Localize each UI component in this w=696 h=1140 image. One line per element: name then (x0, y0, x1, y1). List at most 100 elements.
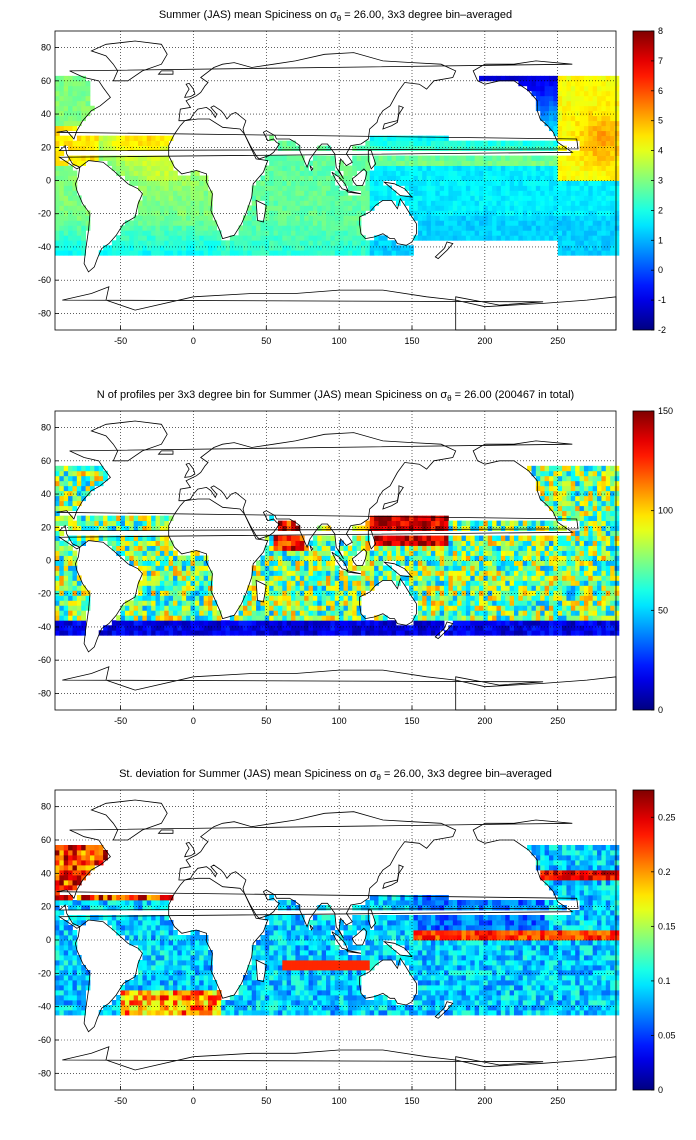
heatmap-cell (435, 600, 441, 606)
heatmap-cell (203, 245, 209, 251)
heatmap-cell (146, 240, 152, 246)
heatmap-cell (173, 205, 178, 211)
heatmap-cell (610, 130, 615, 137)
heatmap-cell (583, 85, 589, 92)
heatmap-cell (579, 575, 585, 581)
heatmap-cell (518, 580, 524, 586)
heatmap-cell (138, 545, 143, 551)
heatmap-cell (452, 230, 458, 236)
heatmap-cell (597, 145, 602, 151)
heatmap-cell (544, 165, 550, 171)
heatmap-cell (264, 630, 270, 636)
heatmap-cell (247, 210, 253, 216)
heatmap-cell (194, 600, 200, 606)
heatmap-cell (138, 535, 143, 541)
heatmap-cell (514, 610, 519, 616)
heatmap-cell (535, 210, 541, 216)
heatmap-cell (588, 85, 594, 92)
heatmap-cell (483, 580, 489, 586)
heatmap-cell (413, 625, 419, 631)
heatmap-cell (330, 560, 336, 566)
heatmap-cell (461, 630, 467, 636)
heatmap-cell (321, 205, 327, 211)
heatmap-cell (168, 550, 174, 556)
heatmap-cell (295, 580, 301, 586)
heatmap-cell (579, 160, 585, 166)
heatmap-cell (391, 555, 397, 561)
heatmap-cell (575, 220, 580, 226)
heatmap-cell (68, 470, 73, 477)
heatmap-cell (59, 95, 65, 102)
heatmap-cell (269, 160, 274, 166)
heatmap-cell (55, 135, 60, 142)
heatmap-cell (487, 185, 493, 191)
heatmap-cell (116, 515, 121, 522)
heatmap-cell (264, 605, 270, 611)
heatmap-cell (553, 510, 559, 517)
heatmap-cell (509, 540, 515, 546)
heatmap-cell (588, 210, 594, 216)
heatmap-cell (479, 610, 484, 616)
heatmap-cell (146, 210, 152, 216)
heatmap-cell (282, 145, 288, 151)
heatmap-cell (457, 605, 462, 611)
heatmap-cell (579, 520, 585, 527)
heatmap-cell (557, 470, 563, 477)
heatmap-cell (168, 600, 174, 606)
heatmap-cell (465, 195, 471, 201)
heatmap-cell (509, 560, 515, 566)
heatmap-cell (317, 190, 323, 196)
heatmap-cell (479, 165, 484, 171)
heatmap-cell (500, 155, 506, 161)
heatmap-cell (579, 495, 585, 502)
heatmap-cell (597, 160, 602, 166)
heatmap-cell (177, 240, 183, 246)
heatmap-cell (339, 585, 344, 591)
heatmap-cell (391, 515, 397, 522)
heatmap-cell (535, 620, 541, 626)
heatmap-cell (133, 180, 139, 186)
heatmap-cell (352, 595, 358, 601)
heatmap-cell (444, 170, 449, 176)
heatmap-cell (579, 85, 585, 92)
heatmap-cell (55, 550, 60, 556)
heatmap-cell (312, 565, 318, 571)
heatmap-cell (159, 545, 165, 551)
heatmap-cell (159, 625, 165, 631)
heatmap-cell (522, 215, 528, 221)
heatmap-cell (374, 195, 379, 201)
heatmap-cell (548, 95, 554, 102)
heatmap-cell (181, 595, 187, 601)
heatmap-cell (55, 475, 60, 482)
heatmap-cell (111, 245, 117, 251)
heatmap-cell (457, 600, 462, 606)
heatmap-cell (68, 620, 73, 626)
heatmap-cell (544, 550, 550, 556)
heatmap-cell (186, 250, 191, 256)
heatmap-cell (199, 250, 205, 256)
heatmap-cell (614, 115, 620, 122)
heatmap-cell (282, 215, 288, 221)
heatmap-cell (352, 240, 358, 246)
heatmap-cell (452, 600, 458, 606)
heatmap-cell (273, 610, 279, 616)
heatmap-cell (291, 535, 296, 541)
heatmap-cell (238, 630, 244, 636)
heatmap-cell (312, 190, 318, 196)
heatmap-cell (430, 545, 436, 551)
heatmap-cell (168, 200, 174, 206)
heatmap-cell (203, 195, 209, 201)
heatmap-cell (321, 545, 327, 551)
heatmap-cell (155, 225, 161, 231)
heatmap-cell (76, 515, 82, 522)
heatmap-cell (111, 240, 117, 246)
heatmap-cell (133, 155, 139, 161)
heatmap-cell (55, 510, 60, 517)
heatmap-cell (273, 165, 279, 171)
heatmap-cell (339, 160, 344, 166)
heatmap-cell (55, 220, 60, 226)
heatmap-cell (330, 245, 336, 251)
heatmap-cell (326, 540, 331, 546)
heatmap-cell (544, 630, 550, 636)
heatmap-cell (190, 230, 196, 236)
